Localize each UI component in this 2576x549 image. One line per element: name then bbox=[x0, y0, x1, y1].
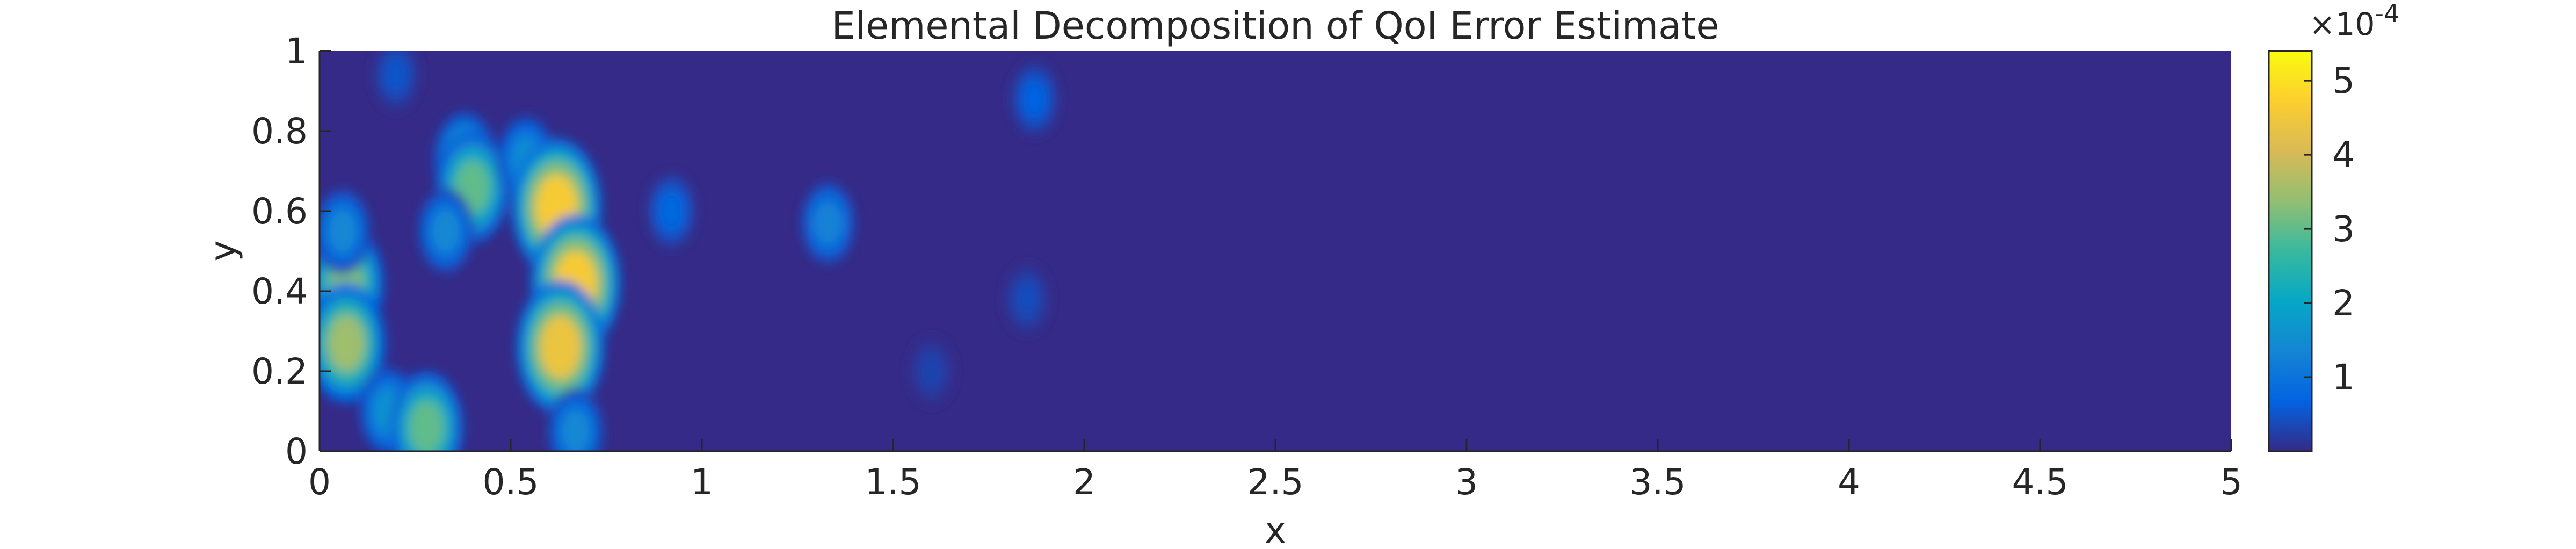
hotspot bbox=[800, 180, 856, 265]
x-axis-label: x bbox=[1265, 510, 1286, 549]
x-tick-label: 5 bbox=[2220, 461, 2243, 503]
hotspot bbox=[547, 388, 604, 451]
hotspot bbox=[320, 188, 371, 274]
x-tick-label: 1 bbox=[691, 461, 713, 503]
hotspot bbox=[390, 371, 463, 451]
colorbar-tick-label: 3 bbox=[2332, 208, 2355, 250]
hotspot-level bbox=[815, 203, 841, 243]
colorbar-multiplier: ×10-4 bbox=[2309, 0, 2399, 42]
x-tick-label: 3.5 bbox=[1630, 461, 1686, 503]
x-tick-label: 3 bbox=[1455, 461, 1478, 503]
y-tick-label: 0.4 bbox=[251, 271, 308, 312]
colorbar: 1 2 3 4 5 ×10-4 bbox=[2268, 0, 2399, 452]
hotspot bbox=[1010, 61, 1060, 136]
y-tick-label: 0.6 bbox=[251, 191, 308, 232]
colorbar-ticks: 1 2 3 4 5 bbox=[2304, 60, 2355, 398]
hotspot-level bbox=[562, 410, 590, 451]
hotspot-level bbox=[1015, 282, 1038, 316]
hotspot bbox=[320, 283, 386, 403]
colorbar-multiplier-exponent: -4 bbox=[2375, 0, 2399, 28]
hotspot-level bbox=[539, 315, 582, 379]
hotspot-level bbox=[329, 211, 356, 252]
colorbar-tick-label: 1 bbox=[2332, 357, 2355, 398]
hotspot-level bbox=[328, 314, 365, 372]
hotspot bbox=[417, 188, 474, 274]
hotspot-level bbox=[384, 57, 408, 92]
x-tick-label: 1.5 bbox=[865, 461, 921, 503]
x-tick-label: 2.5 bbox=[1247, 461, 1304, 503]
y-tick-label: 0.8 bbox=[251, 111, 308, 152]
colorbar-tick-label: 4 bbox=[2332, 134, 2355, 176]
heatmap-hotspots bbox=[320, 51, 1060, 451]
x-axis: 0 0.5 1 1.5 2 2.5 3 3.5 4 4.5 5 bbox=[308, 439, 2243, 503]
hotspot-level bbox=[432, 211, 459, 252]
hotspot bbox=[516, 280, 605, 415]
colorbar-tick-label: 5 bbox=[2332, 60, 2355, 102]
x-tick-label: 0 bbox=[308, 461, 331, 503]
y-tick-label: 0 bbox=[285, 431, 308, 472]
plot-background bbox=[320, 51, 2231, 451]
plot-area bbox=[320, 51, 2231, 451]
y-axis: 0 0.2 0.4 0.6 0.8 1 bbox=[251, 31, 331, 472]
y-axis-label: y bbox=[202, 240, 244, 261]
hotspot-level bbox=[920, 355, 942, 388]
hotspot bbox=[909, 337, 954, 406]
hotspot-level bbox=[659, 193, 684, 229]
hotspot bbox=[646, 172, 696, 250]
x-tick-label: 0.5 bbox=[483, 461, 539, 503]
hotspot bbox=[372, 51, 420, 111]
hotspot bbox=[1004, 264, 1050, 335]
colorbar-gradient bbox=[2269, 51, 2312, 451]
hotspot-level bbox=[1022, 81, 1047, 117]
chart-title: Elemental Decomposition of QoI Error Est… bbox=[832, 4, 1719, 48]
x-tick-label: 4 bbox=[1838, 461, 1860, 503]
colorbar-tick-label: 2 bbox=[2332, 283, 2355, 324]
colorbar-multiplier-base: ×10 bbox=[2309, 6, 2375, 42]
y-tick-label: 1 bbox=[285, 31, 308, 72]
y-tick-label: 0.2 bbox=[251, 351, 308, 392]
colorbar-frame bbox=[2268, 50, 2313, 452]
x-tick-label: 2 bbox=[1073, 461, 1095, 503]
hotspot-level bbox=[409, 400, 444, 451]
x-tick-label: 4.5 bbox=[2012, 461, 2069, 503]
